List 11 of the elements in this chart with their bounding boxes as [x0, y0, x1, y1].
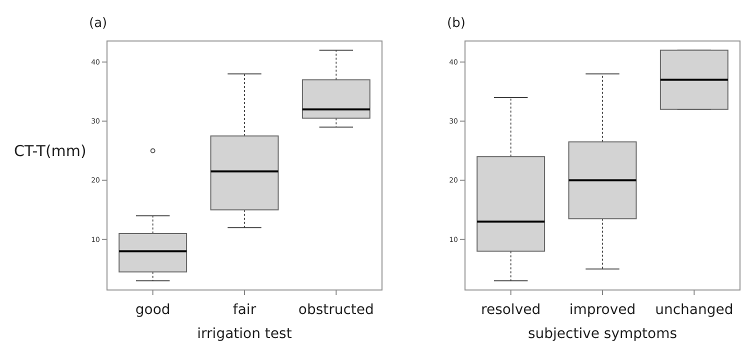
- y-axis-title: CT-T(mm): [14, 142, 86, 160]
- x-tick-label: good: [135, 302, 170, 318]
- chart-title: (b): [447, 16, 466, 31]
- x-tick-label: resolved: [481, 302, 541, 318]
- x-tick-label: unchanged: [655, 302, 734, 318]
- chart-title: (a): [89, 16, 108, 31]
- x-tick-label: improved: [569, 302, 636, 318]
- x-tick-label: fair: [232, 302, 256, 318]
- x-axis-title: irrigation test: [197, 326, 292, 342]
- x-axis-title: subjective symptoms: [528, 326, 678, 342]
- x-tick-label: obstructed: [298, 302, 374, 318]
